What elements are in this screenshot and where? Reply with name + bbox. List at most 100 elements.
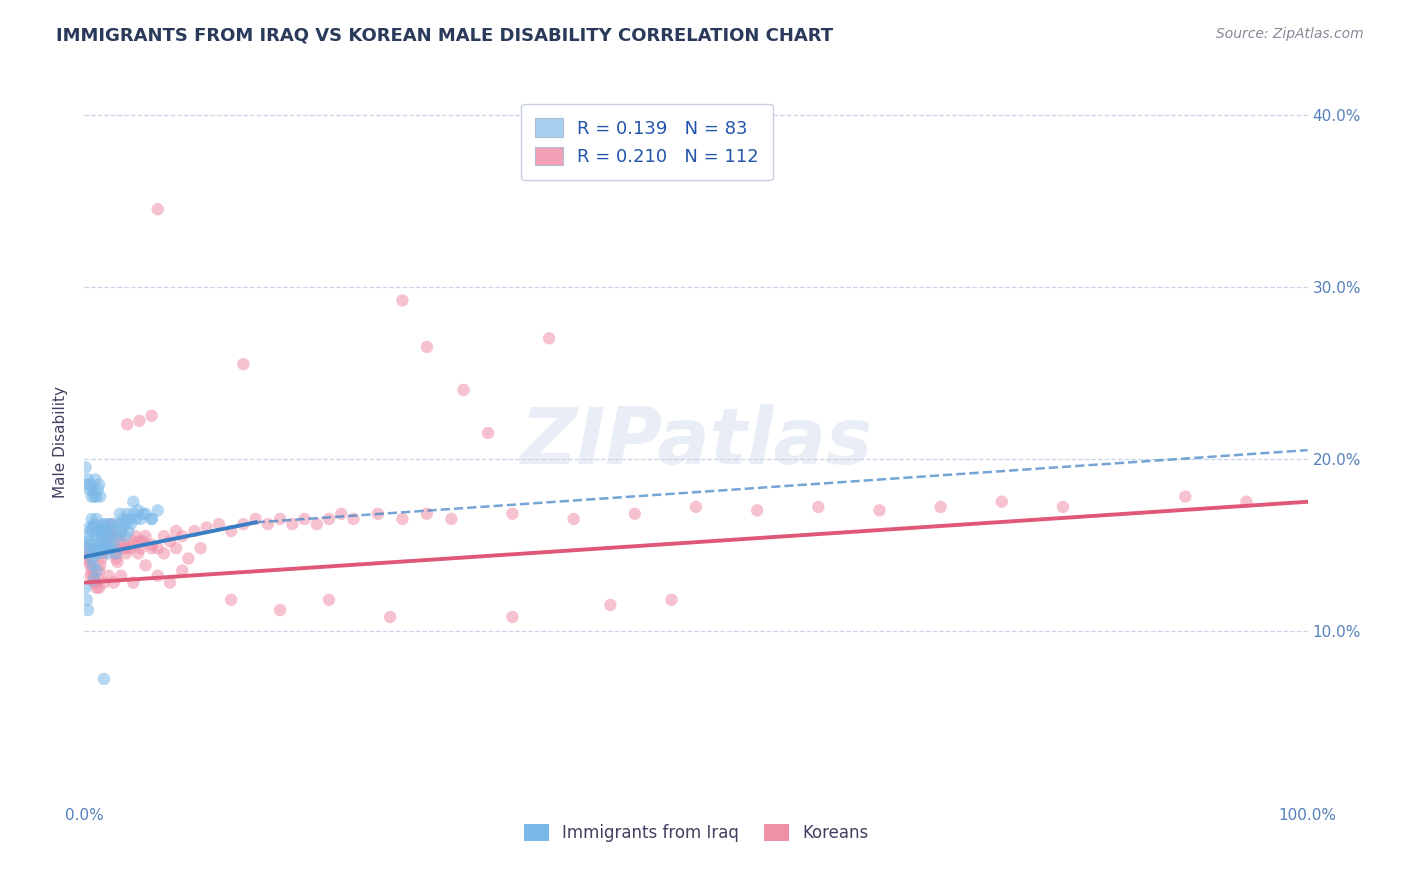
Point bbox=[83, 541, 105, 556]
Point bbox=[94, 538, 117, 552]
Point bbox=[77, 541, 100, 556]
Point bbox=[89, 520, 111, 534]
Point bbox=[318, 512, 340, 526]
Point bbox=[83, 490, 105, 504]
Point bbox=[929, 500, 952, 514]
Point bbox=[146, 568, 169, 582]
Point bbox=[502, 507, 524, 521]
Point bbox=[112, 541, 135, 556]
Point bbox=[177, 551, 200, 566]
Point bbox=[107, 529, 129, 543]
Point bbox=[108, 534, 131, 549]
Point bbox=[76, 592, 98, 607]
Point bbox=[112, 512, 135, 526]
Point bbox=[75, 581, 97, 595]
Point bbox=[153, 529, 176, 543]
Point bbox=[97, 517, 120, 532]
Point bbox=[807, 500, 830, 514]
Point bbox=[232, 517, 254, 532]
Point bbox=[91, 529, 114, 543]
Point bbox=[117, 524, 139, 538]
Point bbox=[146, 541, 169, 556]
Point bbox=[318, 592, 340, 607]
Point bbox=[624, 507, 647, 521]
Point bbox=[94, 517, 117, 532]
Point bbox=[83, 572, 105, 586]
Point bbox=[599, 598, 621, 612]
Point bbox=[453, 383, 475, 397]
Point bbox=[87, 581, 110, 595]
Point bbox=[257, 517, 280, 532]
Point bbox=[991, 494, 1014, 508]
Point bbox=[101, 529, 124, 543]
Point bbox=[90, 524, 112, 538]
Point bbox=[685, 500, 707, 514]
Point bbox=[107, 541, 129, 556]
Point bbox=[100, 517, 122, 532]
Point bbox=[96, 524, 118, 538]
Point bbox=[83, 517, 105, 532]
Point bbox=[87, 564, 110, 578]
Point bbox=[86, 490, 108, 504]
Point bbox=[93, 524, 115, 538]
Point bbox=[98, 520, 121, 534]
Point bbox=[87, 572, 110, 586]
Point bbox=[245, 512, 267, 526]
Point bbox=[80, 564, 103, 578]
Point bbox=[89, 558, 111, 573]
Point bbox=[538, 331, 561, 345]
Point bbox=[128, 414, 150, 428]
Point bbox=[90, 551, 112, 566]
Point bbox=[747, 503, 769, 517]
Point bbox=[416, 340, 439, 354]
Point bbox=[79, 524, 101, 538]
Point bbox=[89, 490, 111, 504]
Point bbox=[77, 555, 100, 569]
Point bbox=[141, 409, 163, 423]
Point bbox=[141, 512, 163, 526]
Point bbox=[380, 610, 402, 624]
Point bbox=[96, 541, 118, 556]
Point bbox=[416, 507, 439, 521]
Point bbox=[97, 538, 120, 552]
Point bbox=[122, 507, 145, 521]
Point bbox=[84, 546, 107, 560]
Point bbox=[153, 546, 176, 560]
Point bbox=[82, 568, 104, 582]
Point bbox=[94, 529, 117, 543]
Point bbox=[91, 517, 114, 532]
Point bbox=[440, 512, 463, 526]
Point bbox=[110, 529, 132, 543]
Point bbox=[76, 477, 98, 491]
Point bbox=[84, 575, 107, 590]
Point bbox=[87, 546, 110, 560]
Point bbox=[86, 512, 108, 526]
Point bbox=[502, 610, 524, 624]
Point bbox=[93, 541, 115, 556]
Point bbox=[477, 425, 499, 440]
Point bbox=[172, 529, 194, 543]
Point bbox=[132, 507, 155, 521]
Point bbox=[1174, 490, 1197, 504]
Point bbox=[77, 529, 100, 543]
Point bbox=[87, 477, 110, 491]
Point bbox=[110, 524, 132, 538]
Point bbox=[104, 524, 127, 538]
Point bbox=[75, 460, 97, 475]
Point bbox=[195, 520, 218, 534]
Point bbox=[391, 512, 413, 526]
Point bbox=[105, 555, 128, 569]
Point bbox=[330, 507, 353, 521]
Point bbox=[125, 512, 148, 526]
Point bbox=[89, 538, 111, 552]
Point bbox=[77, 483, 100, 497]
Point bbox=[172, 564, 194, 578]
Point bbox=[165, 524, 187, 538]
Point bbox=[135, 507, 157, 521]
Point bbox=[105, 517, 128, 532]
Point bbox=[183, 524, 205, 538]
Point bbox=[135, 529, 157, 543]
Point bbox=[114, 529, 136, 543]
Point bbox=[129, 541, 152, 556]
Point bbox=[281, 517, 304, 532]
